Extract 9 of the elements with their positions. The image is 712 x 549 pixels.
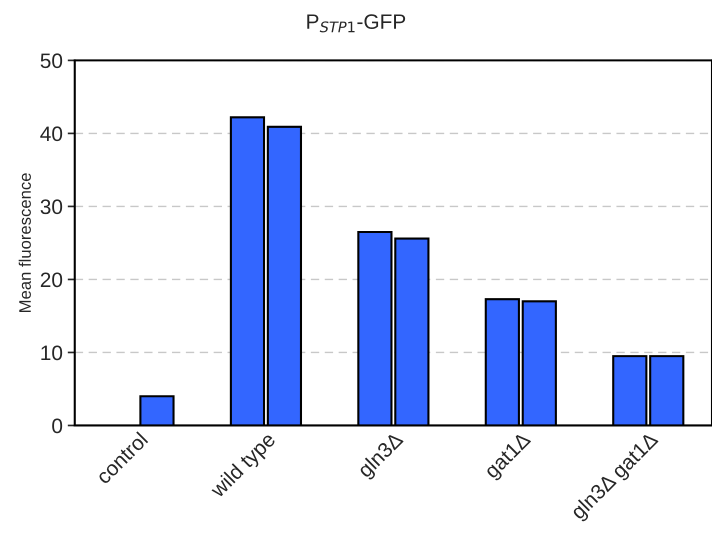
y-tick-label: 30 [40,199,62,214]
y-tick-label: 20 [40,272,62,288]
x-tick-label: wild type [208,430,280,502]
chart-title: P$_{STP1}$-GFP [307,14,406,32]
y-tick-label: 0 [52,418,62,434]
y-axis-title: Mean fluorescence [18,173,31,312]
y-tick-label: 10 [41,345,62,360]
y-tick-label: 40 [40,126,62,142]
y-tick-label: 50 [40,53,62,68]
